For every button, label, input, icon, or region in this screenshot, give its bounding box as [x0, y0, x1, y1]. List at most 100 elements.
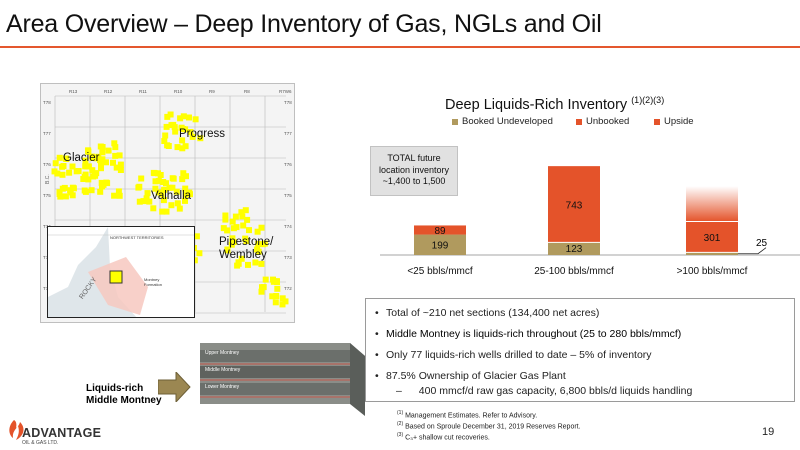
map-acreage-block: [174, 144, 181, 151]
bullet-wells-drilled: Only 77 liquids-rich wells drilled to da…: [375, 349, 652, 361]
booked-leader-label: 25: [756, 238, 768, 249]
map-range-label: R11: [139, 89, 147, 94]
liquids-rich-label: Liquids-rich Middle Montney: [86, 383, 162, 407]
map-acreage-block: [59, 185, 66, 192]
map-township-label-right: T77: [284, 131, 292, 136]
layer-label-lower: Lower Montney: [205, 384, 240, 390]
map-bc-label: B.C.: [45, 174, 51, 184]
map-acreage-block: [98, 165, 104, 172]
bar-unbooked: [686, 221, 738, 253]
map-acreage-block: [224, 227, 231, 234]
map-acreage-block: [179, 176, 186, 183]
data-label-unbooked: 89: [434, 226, 446, 237]
map-acreage-block: [180, 113, 187, 120]
map-acreage-block: [252, 259, 259, 266]
map-acreage-block: [66, 169, 73, 176]
bar-unbooked: [414, 225, 466, 235]
logo-flame-icon: [9, 420, 24, 440]
map-township-label-right: T74: [284, 224, 292, 229]
map-acreage-block: [176, 205, 183, 212]
map-acreage-block: [146, 198, 153, 205]
map-acreage-block: [89, 153, 96, 160]
map-acreage-block: [97, 188, 104, 195]
map-acreage-block: [196, 250, 203, 257]
map-acreage-block: [152, 178, 159, 185]
sub-bullet-plant-capacity: – 400 mmcf/d raw gas capacity, 6,800 bbl…: [396, 385, 692, 397]
footnote-2: (2) Based on Sproule December 31, 2019 R…: [397, 421, 581, 430]
sub-bullet-plant-capacity-text: 400 mmcf/d raw gas capacity, 6,800 bbls/…: [418, 385, 693, 397]
map-range-label: R8: [244, 89, 250, 94]
map-range-label: R9: [209, 89, 215, 94]
map-acreage-block: [62, 155, 69, 162]
map-acreage-block: [273, 278, 280, 285]
map-acreage-block: [240, 222, 247, 229]
map-acreage-block: [255, 240, 262, 247]
map-acreage-block: [182, 143, 189, 150]
map-acreage-block: [112, 144, 119, 151]
bullet-net-sections: Total of ~210 net sections (134,400 net …: [375, 307, 599, 319]
map-acreage-block: [151, 170, 158, 177]
map-acreage-block: [162, 132, 169, 139]
x-tick-label-3: >100 bbls/mmcf: [676, 266, 748, 277]
legend-swatch-booked: [452, 118, 458, 125]
map-township-label: T75: [43, 193, 51, 198]
bullet-gas-plant: 87.5% Ownership of Glacier Gas Plant: [375, 370, 566, 382]
map-acreage-block: [166, 184, 173, 191]
legend-item-unbooked: Unbooked: [576, 116, 629, 127]
map-acreage-block: [82, 157, 89, 164]
map-acreage-block: [246, 227, 252, 234]
map-acreage-block: [168, 202, 175, 209]
map-township-label-right: T76: [284, 162, 292, 167]
map-acreage-block: [179, 145, 186, 152]
map-acreage-block: [244, 216, 251, 223]
map-acreage-block: [274, 285, 281, 292]
liquids-rich-line-1: Liquids-rich: [86, 383, 144, 394]
data-label-unbooked: 743: [566, 200, 583, 211]
map-acreage-block: [116, 152, 123, 159]
map-acreage-block: [163, 208, 170, 215]
map-acreage-block: [82, 188, 89, 195]
title-bar: Area Overview – Deep Inventory of Gas, N…: [0, 0, 800, 50]
inset-area-marker: [109, 270, 123, 284]
map-acreage-block: [269, 293, 276, 300]
map-acreage-block: [230, 239, 237, 246]
page-title: Area Overview – Deep Inventory of Gas, N…: [6, 10, 602, 38]
map-acreage-block: [270, 276, 276, 283]
inset-montney-label: Montney Formation: [144, 277, 163, 287]
x-tick-label-1: <25 bbls/mmcf: [407, 266, 473, 277]
footnote-1-text: Management Estimates. Refer to Advisory.: [405, 412, 538, 420]
map-acreage-block: [178, 124, 185, 131]
map-acreage-block: [193, 233, 200, 240]
key-points-box: Total of ~210 net sections (134,400 net …: [365, 298, 795, 402]
bar-upside: [686, 186, 738, 222]
legend-swatch-upside: [654, 118, 660, 125]
map-acreage-block: [113, 164, 120, 171]
map-acreage-block: [155, 177, 162, 184]
legend-swatch-unbooked: [576, 118, 582, 125]
map-acreage-block: [222, 212, 229, 219]
footnote-3: (3) C₃+ shallow cut recoveries.: [397, 432, 490, 441]
layer-lower: [200, 383, 350, 395]
title-underline: [0, 46, 800, 48]
map-acreage-block: [186, 114, 192, 121]
logo-subtitle: OIL & GAS LTD.: [22, 440, 59, 446]
map-acreage-block: [144, 190, 151, 197]
footnote-1: (1) Management Estimates. Refer to Advis…: [397, 410, 537, 419]
bullet-gas-plant-text: 87.5% Ownership of Glacier Gas Plant: [386, 370, 566, 382]
map-township-label: T76: [43, 162, 51, 167]
chart-title: Deep Liquids-Rich Inventory (1)(2)(3): [445, 95, 664, 113]
map-acreage-block: [179, 137, 186, 144]
map-acreage-block: [161, 138, 168, 144]
map-acreage-block: [255, 248, 262, 255]
map-acreage-block: [164, 113, 171, 120]
legend-label-booked: Booked Undeveloped: [462, 116, 553, 127]
map-township-label: T77: [43, 131, 51, 136]
map-acreage-block: [69, 192, 76, 199]
map-acreage-block: [105, 147, 112, 154]
map-township-label-right: T78: [284, 100, 292, 105]
map-acreage-block: [220, 225, 227, 232]
booked-leader-line: [738, 247, 767, 255]
legend-item-upside: Upside: [654, 116, 694, 127]
bar-booked: [686, 252, 738, 255]
block-side-face: [350, 343, 365, 416]
